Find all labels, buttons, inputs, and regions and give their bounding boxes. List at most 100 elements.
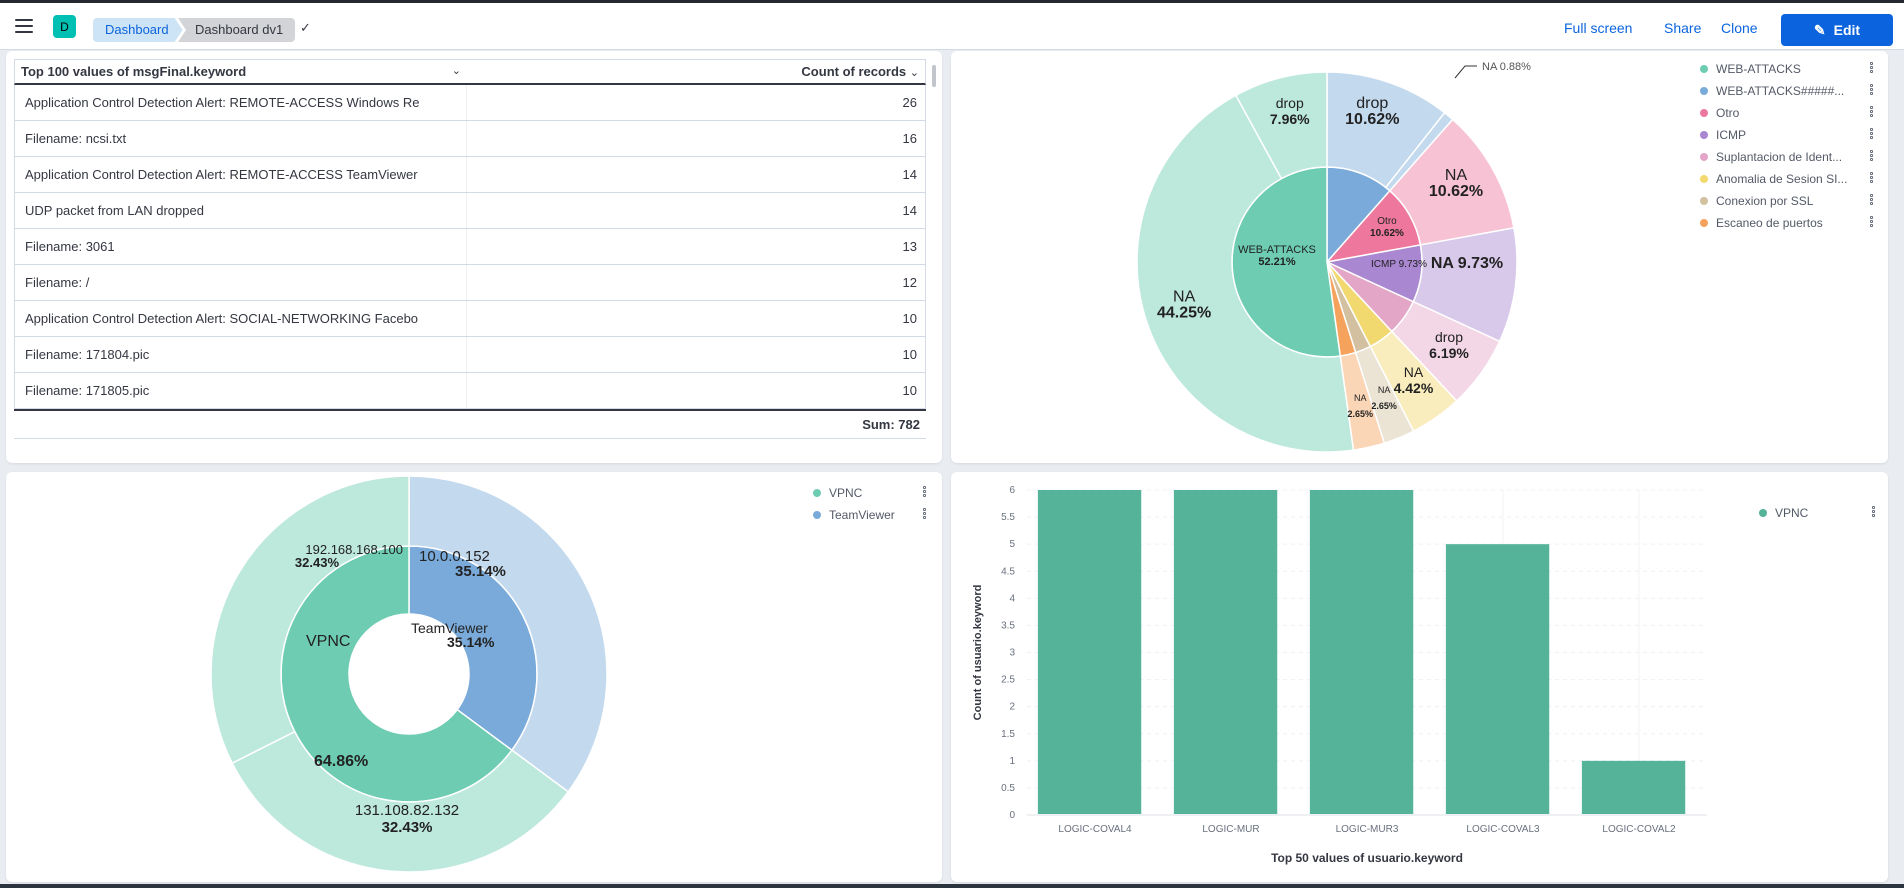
- bar[interactable]: [1173, 490, 1278, 815]
- y-tick-label: 5.5: [1001, 512, 1015, 523]
- y-tick-label: 1: [1009, 756, 1015, 767]
- legend-menu-icon[interactable]: [1872, 506, 1876, 518]
- bar[interactable]: [1037, 490, 1142, 815]
- column-header-count[interactable]: Count of records ⌄: [467, 64, 925, 79]
- x-tick-label: LOGIC-MUR: [1202, 824, 1259, 835]
- donut-slice-outer[interactable]: [210, 475, 410, 765]
- legend-item[interactable]: Suplantacion de Ident...: [1700, 148, 1842, 166]
- leader-line: [1454, 65, 1477, 79]
- table-row[interactable]: Filename: 171804.pic 10: [14, 337, 926, 373]
- edit-button[interactable]: ✎ Edit: [1781, 14, 1893, 46]
- y-tick-label: 5: [1009, 539, 1015, 550]
- clone-button[interactable]: Clone: [1721, 20, 1758, 36]
- x-tick-label: LOGIC-COVAL2: [1602, 824, 1676, 835]
- donut-slice-outer[interactable]: [231, 730, 570, 873]
- table-row[interactable]: Filename: / 12: [14, 265, 926, 301]
- legend-menu-icon[interactable]: [1870, 150, 1874, 162]
- table-row[interactable]: Application Control Detection Alert: SOC…: [14, 301, 926, 337]
- legend-menu-icon[interactable]: [1870, 216, 1874, 228]
- legend-label: Suplantacion de Ident...: [1716, 150, 1843, 164]
- share-button[interactable]: Share: [1664, 20, 1702, 36]
- space-avatar[interactable]: D: [53, 15, 76, 38]
- slice-value: 32.43%: [382, 819, 433, 836]
- slice-label: NA: [1354, 393, 1367, 403]
- y-axis-title: Count of usuario.keyword: [972, 585, 984, 721]
- x-tick-label: LOGIC-MUR3: [1336, 824, 1399, 835]
- slice-label: NA: [1378, 385, 1391, 395]
- breadcrumb-dashboard[interactable]: Dashboard: [93, 18, 183, 42]
- slice-value: 7.96%: [1270, 111, 1310, 127]
- slice-value: 35.14%: [447, 634, 495, 650]
- menu-icon[interactable]: [15, 19, 33, 33]
- legend-item[interactable]: ICMP: [1700, 126, 1746, 144]
- legend-menu-icon[interactable]: [1870, 194, 1874, 206]
- cell-count: 14: [902, 203, 917, 218]
- y-tick-label: 4.5: [1001, 566, 1015, 577]
- legend-menu-icon[interactable]: [1870, 62, 1874, 74]
- chevron-down-icon[interactable]: ⌄: [909, 67, 919, 79]
- donut-slice-outer[interactable]: [408, 475, 608, 793]
- checkmark-icon[interactable]: ✓: [300, 20, 311, 35]
- legend-menu-icon[interactable]: [1870, 128, 1874, 140]
- slice-label: 192.168.168.100: [305, 542, 403, 557]
- legend-dot-icon: [813, 511, 821, 519]
- bar[interactable]: [1445, 544, 1550, 815]
- legend-item[interactable]: Anomalia de Sesion SI...: [1700, 170, 1847, 188]
- slice-label: VPNC: [306, 633, 350, 650]
- legend-menu-icon[interactable]: [923, 486, 927, 498]
- slice-value: 10.62%: [1429, 183, 1483, 200]
- cell-message: Application Control Detection Alert: SOC…: [15, 301, 467, 336]
- table-row[interactable]: Filename: ncsi.txt 16: [14, 121, 926, 157]
- slice-label: drop: [1276, 95, 1304, 111]
- legend-label: TeamViewer: [829, 508, 895, 522]
- legend-label: Anomalia de Sesion SI...: [1716, 172, 1848, 186]
- slice-value: 2.65%: [1371, 401, 1397, 411]
- pie-slice-outer[interactable]: [1136, 94, 1355, 453]
- slice-value: 52.21%: [1258, 256, 1296, 268]
- cell-count: 14: [902, 167, 917, 182]
- bar[interactable]: [1309, 490, 1414, 815]
- legend-menu-icon[interactable]: [1870, 106, 1874, 118]
- pie-slice-outer[interactable]: [1234, 71, 1328, 180]
- legend-label: Otro: [1716, 106, 1740, 120]
- table-row[interactable]: Application Control Detection Alert: REM…: [14, 157, 926, 193]
- chevron-down-icon[interactable]: ⌄: [451, 65, 461, 77]
- y-tick-label: 1.5: [1001, 729, 1015, 740]
- table-scrollbar[interactable]: [932, 65, 936, 87]
- legend-item[interactable]: TeamViewer: [813, 506, 895, 524]
- table-footer-sum: Sum: 782: [14, 409, 926, 439]
- cell-message: Filename: 3061: [15, 229, 467, 264]
- legend-item[interactable]: WEB-ATTACKS#####...: [1700, 82, 1844, 100]
- legend-item[interactable]: Otro: [1700, 104, 1739, 122]
- bar[interactable]: [1581, 760, 1686, 815]
- x-axis-title: Top 50 values of usuario.keyword: [1271, 851, 1463, 865]
- legend-item[interactable]: VPNC: [1759, 504, 1808, 522]
- cell-message: Filename: /: [15, 265, 467, 300]
- table-header: Top 100 values of msgFinal.keyword ⌄ Cou…: [14, 59, 926, 85]
- legend-item[interactable]: VPNC: [813, 484, 862, 502]
- column-header-label: Top 100 values of msgFinal.keyword: [21, 64, 247, 79]
- taskbar-strip: [0, 884, 1904, 888]
- slice-label: NA: [1404, 364, 1424, 380]
- legend-dot-icon: [1700, 109, 1708, 117]
- table-row[interactable]: Filename: 3061 13: [14, 229, 926, 265]
- table-row[interactable]: Application Control Detection Alert: REM…: [14, 85, 926, 121]
- full-screen-button[interactable]: Full screen: [1564, 20, 1633, 36]
- slice-value: 64.86%: [314, 753, 368, 770]
- legend-menu-icon[interactable]: [1870, 84, 1874, 96]
- legend-item[interactable]: Conexion por SSL: [1700, 192, 1813, 210]
- legend-label: WEB-ATTACKS: [1716, 62, 1801, 76]
- legend-menu-icon[interactable]: [1870, 172, 1874, 184]
- pie-chart-vpn: 10.0.0.15235.14%131.108.82.13232.43%192.…: [210, 475, 608, 873]
- table-row[interactable]: UDP packet from LAN dropped 14: [14, 193, 926, 229]
- breadcrumb-current: Dashboard dv1: [178, 18, 296, 42]
- legend-item[interactable]: Escaneo de puertos: [1700, 214, 1823, 232]
- legend-dot-icon: [1700, 87, 1708, 95]
- y-tick-label: 0.5: [1001, 783, 1015, 794]
- slice-value: 32.43%: [295, 555, 340, 570]
- column-header-msgfinal[interactable]: Top 100 values of msgFinal.keyword ⌄: [15, 64, 467, 79]
- legend-menu-icon[interactable]: [923, 508, 927, 520]
- table-row[interactable]: Filename: 171805.pic 10: [14, 373, 926, 409]
- legend-item[interactable]: WEB-ATTACKS: [1700, 60, 1801, 78]
